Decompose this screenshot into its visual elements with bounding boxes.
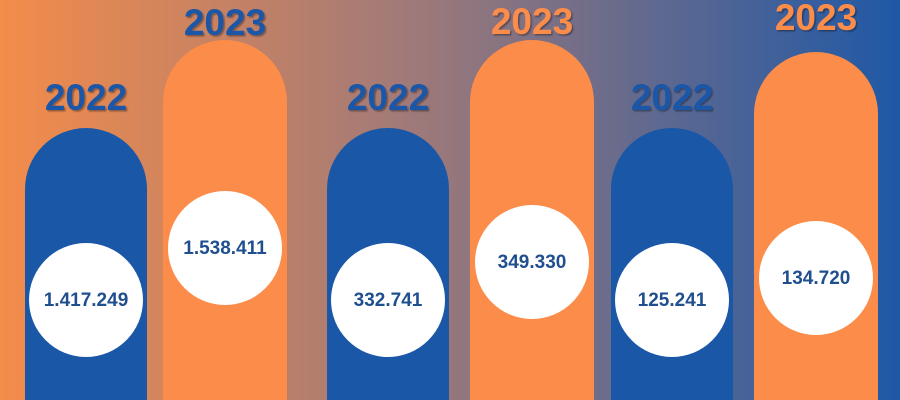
year-label: 2023 — [775, 0, 857, 38]
value-circle — [759, 221, 873, 335]
value-label: 1.538.411 — [183, 238, 267, 259]
value-circle — [475, 205, 589, 319]
year-label: 2022 — [347, 77, 429, 118]
value-circle — [331, 243, 445, 357]
value-label: 332.741 — [354, 290, 423, 311]
year-label: 2022 — [631, 77, 713, 118]
year-label: 2023 — [491, 1, 573, 42]
value-circle — [168, 191, 282, 305]
year-label: 2022 — [45, 77, 127, 118]
value-label: 349.330 — [498, 252, 567, 273]
value-circle — [29, 243, 143, 357]
value-label: 125.241 — [638, 290, 707, 311]
value-label: 134.720 — [782, 268, 851, 289]
year-label: 2023 — [184, 2, 266, 43]
value-circle — [615, 243, 729, 357]
value-label: 1.417.249 — [44, 290, 129, 311]
